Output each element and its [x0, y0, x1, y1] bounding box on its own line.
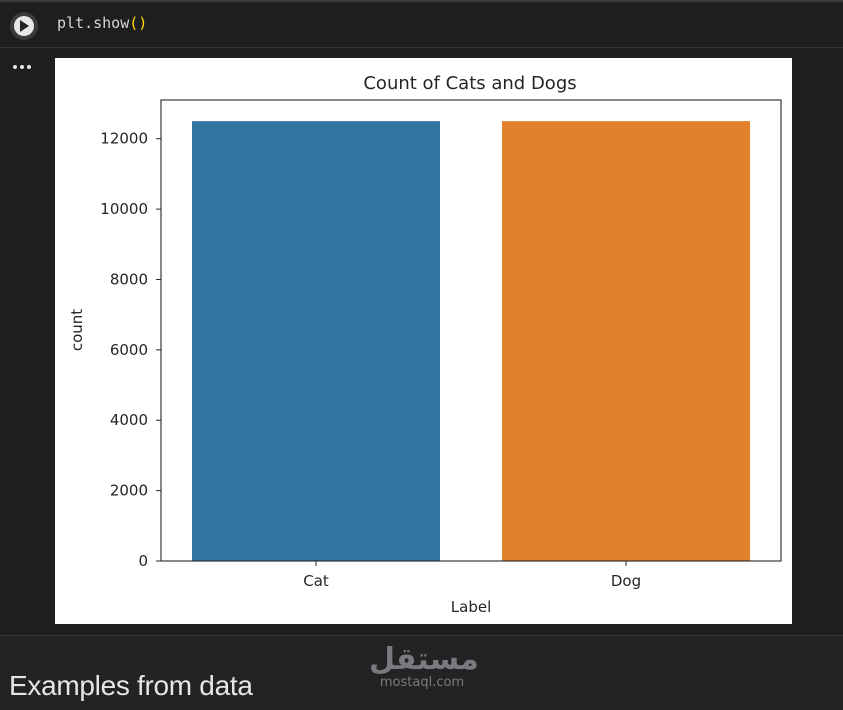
- y-tick-label: 10000: [100, 200, 148, 218]
- y-tick-label: 6000: [110, 341, 148, 359]
- bar-cat: [192, 121, 440, 561]
- x-tick-label: Cat: [303, 572, 329, 590]
- watermark-url: mostaql.com: [379, 675, 465, 690]
- code-function: plt.show: [57, 14, 130, 32]
- top-divider: [0, 0, 843, 2]
- notebook-cell: plt.show() Count of Cats and Dogs 0 2000 4…: [0, 4, 843, 636]
- y-axis-label: count: [68, 309, 86, 351]
- plot-output: Count of Cats and Dogs 0 2000 4000 6000 8000…: [55, 58, 792, 624]
- section-heading: Examples from data: [9, 670, 253, 701]
- play-icon: [14, 16, 34, 36]
- plot-frame: [160, 99, 782, 562]
- y-tick-label: 12000: [100, 130, 148, 148]
- y-tick-label: 0: [138, 552, 148, 570]
- x-axis-label: Label: [451, 598, 491, 616]
- bar-chart: Count of Cats and Dogs 0 2000 4000 6000 8000…: [68, 73, 782, 616]
- y-tick-label: 2000: [110, 482, 148, 500]
- code-parens: (): [129, 14, 148, 32]
- y-tick-label: 4000: [110, 411, 148, 429]
- x-tick-label: Dog: [611, 572, 641, 590]
- bar-dog: [502, 121, 750, 561]
- y-tick-label: 8000: [110, 270, 148, 288]
- run-cell-button[interactable]: [10, 12, 38, 40]
- code-text[interactable]: plt.show(): [57, 14, 147, 32]
- watermark: مستقل mostaql.com: [369, 642, 479, 690]
- watermark-logo: مستقل: [369, 642, 479, 677]
- more-horizontal-icon[interactable]: [13, 60, 35, 74]
- chart-title: Count of Cats and Dogs: [363, 73, 576, 94]
- code-cell-editor[interactable]: plt.show(): [0, 4, 843, 48]
